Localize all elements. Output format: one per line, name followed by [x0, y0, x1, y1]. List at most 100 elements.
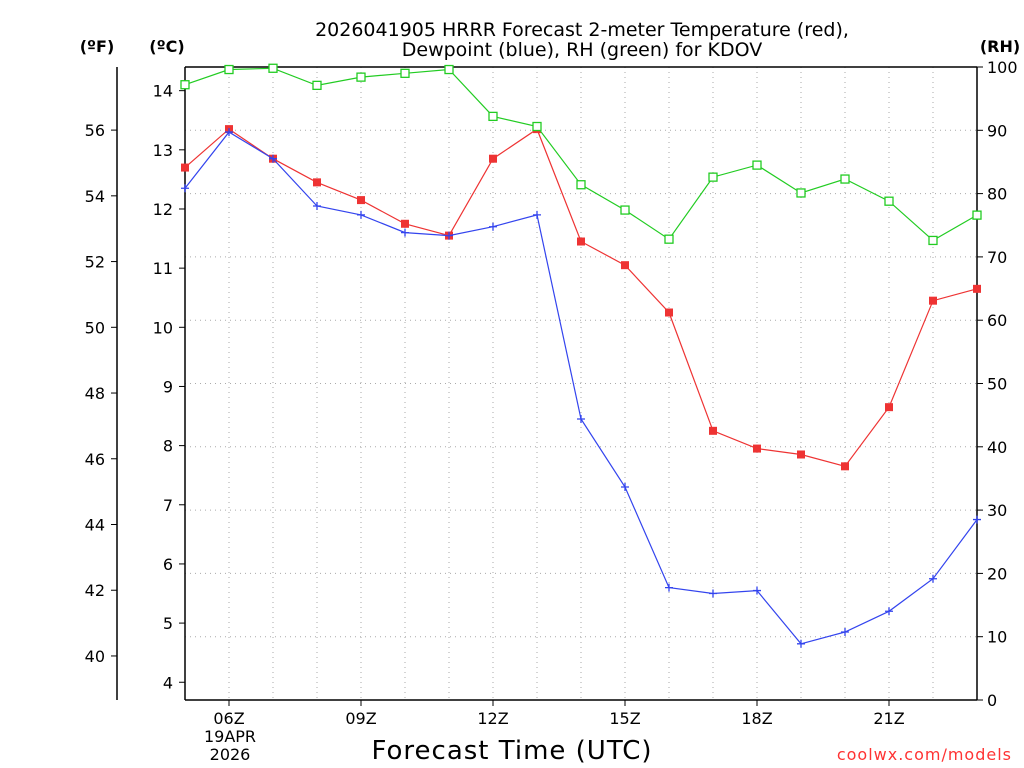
rh-point	[664, 234, 674, 244]
dewpoint-point	[885, 607, 893, 616]
temperature-point	[797, 450, 805, 459]
x-tick-label: 18Z	[741, 709, 772, 728]
celsius-tick-label: 6	[163, 555, 173, 574]
dewpoint-point	[533, 210, 541, 219]
celsius-unit-label: (ºC)	[149, 37, 184, 56]
rh-series	[180, 63, 982, 246]
celsius-tick-label: 10	[153, 318, 173, 337]
dewpoint-point	[709, 589, 717, 598]
rh-point	[752, 160, 762, 170]
temperature-point	[709, 426, 717, 435]
dewpoint-point	[357, 210, 365, 219]
axes-layer: 4567891011121314404244464850525456010203…	[85, 58, 1018, 728]
dewpoint-point	[841, 627, 849, 636]
temperature-point	[577, 237, 585, 246]
celsius-tick-label: 11	[153, 259, 173, 278]
rh-unit-label: (RH)	[980, 37, 1020, 56]
celsius-tick-label: 14	[153, 82, 173, 101]
x-tick-label: 12Z	[477, 709, 508, 728]
temperature-point	[665, 308, 673, 317]
dewpoint-point	[929, 574, 937, 583]
rh-point	[972, 210, 982, 220]
temperature-point	[489, 154, 497, 163]
dewpoint-point	[313, 202, 321, 211]
temperature-point	[885, 403, 893, 412]
rh-point	[312, 80, 322, 91]
fahrenheit-tick-label: 56	[85, 121, 105, 140]
rh-tick-label: 100	[987, 58, 1018, 77]
grid-layer	[185, 67, 977, 700]
rh-point	[268, 63, 278, 73]
dewpoint-point	[577, 414, 585, 423]
rh-tick-label: 50	[987, 375, 1007, 394]
dewpoint-point	[753, 586, 761, 595]
rh-point	[356, 72, 366, 82]
celsius-tick-label: 8	[163, 437, 173, 456]
dewpoint-point	[269, 154, 277, 163]
fahrenheit-unit-label: (ºF)	[80, 37, 115, 56]
dewpoint-series	[181, 128, 981, 648]
temperature-point	[357, 196, 365, 205]
dewpoint-point	[401, 228, 409, 237]
rh-tick-label: 30	[987, 501, 1007, 520]
temperature-point	[841, 462, 849, 471]
rh-tick-label: 0	[987, 691, 997, 710]
celsius-tick-label: 13	[153, 141, 173, 160]
fahrenheit-tick-label: 52	[85, 253, 105, 272]
x-tick-label: 09Z	[345, 709, 376, 728]
fahrenheit-tick-label: 48	[85, 384, 105, 403]
rh-point	[884, 196, 894, 206]
dewpoint-point	[489, 222, 497, 231]
date-label-line1: 19APR	[204, 727, 256, 746]
rh-line	[184, 67, 978, 242]
temperature-point	[181, 163, 189, 172]
dewpoint-point	[621, 483, 629, 492]
fahrenheit-tick-label: 40	[85, 647, 105, 666]
rh-tick-label: 20	[987, 564, 1007, 583]
temperature-point	[401, 219, 409, 228]
x-tick-label: 21Z	[873, 709, 904, 728]
rh-tick-label: 90	[987, 121, 1007, 140]
fahrenheit-tick-label: 46	[85, 450, 105, 469]
dewpoint-point	[665, 583, 673, 592]
celsius-tick-label: 9	[163, 377, 173, 396]
temperature-point	[621, 261, 629, 270]
rh-point	[576, 180, 586, 190]
rh-tick-label: 70	[987, 248, 1007, 267]
rh-point	[488, 111, 498, 122]
fahrenheit-tick-label: 44	[85, 515, 105, 534]
rh-point	[444, 64, 454, 75]
temperature-point	[973, 284, 981, 293]
celsius-tick-label: 5	[163, 614, 173, 633]
celsius-tick-label: 12	[153, 200, 173, 219]
temperature-point	[753, 444, 761, 453]
fahrenheit-tick-label: 42	[85, 581, 105, 600]
rh-point	[180, 80, 190, 90]
rh-tick-label: 60	[987, 311, 1007, 330]
celsius-tick-label: 7	[163, 496, 173, 515]
rh-point	[708, 172, 718, 182]
dewpoint-point	[797, 639, 805, 648]
rh-point	[840, 174, 850, 184]
fahrenheit-tick-label: 50	[85, 318, 105, 337]
series-layer	[180, 63, 982, 648]
rh-tick-label: 80	[987, 185, 1007, 204]
chart-title-line2: Dewpoint (blue), RH (green) for KDOV	[402, 39, 762, 61]
dewpoint-point	[225, 128, 233, 137]
rh-tick-label: 40	[987, 438, 1007, 457]
rh-point	[796, 188, 806, 198]
fahrenheit-tick-label: 54	[85, 187, 105, 206]
rh-tick-label: 10	[987, 628, 1007, 647]
dewpoint-point	[445, 231, 453, 240]
x-tick-label: 15Z	[609, 709, 640, 728]
dewpoint-point	[181, 184, 189, 193]
x-tick-label: 06Z	[213, 709, 244, 728]
rh-point	[400, 68, 410, 78]
celsius-tick-label: 4	[163, 673, 173, 692]
temperature-point	[929, 296, 937, 305]
dewpoint-point	[973, 515, 981, 524]
temperature-point	[313, 178, 321, 187]
date-label-line2: 2026	[210, 745, 251, 764]
credit-label: coolwx.com/models	[837, 745, 1012, 764]
